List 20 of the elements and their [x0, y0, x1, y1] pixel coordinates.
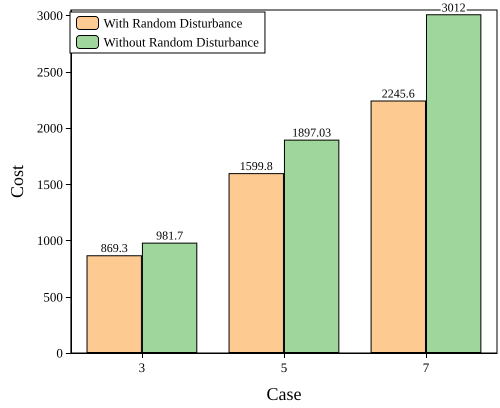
data-label: 981.7	[156, 228, 184, 243]
x-tick-label: 5	[280, 360, 288, 375]
y-tick-label: 500	[43, 289, 63, 304]
x-tick-label: 7	[422, 360, 430, 375]
y-tick-label: 3000	[36, 8, 63, 24]
legend-label: With Random Disturbance	[104, 16, 243, 30]
x-axis-title: Case	[266, 384, 302, 404]
data-label: 1599.8	[240, 159, 273, 174]
y-tick-label: 0	[56, 346, 63, 360]
data-label: 2245.6	[382, 86, 415, 100]
y-axis-title: Cost	[7, 164, 27, 198]
x-tick-label: 3	[138, 360, 146, 375]
y-tick-label: 1500	[36, 176, 63, 192]
legend-label: Without Random Disturbance	[104, 34, 260, 50]
data-label: 3012	[442, 0, 466, 14]
data-label: 1897.03	[292, 126, 332, 140]
y-tick-label: 2000	[36, 120, 63, 136]
y-tick-label: 1000	[36, 233, 63, 248]
data-label: 869.3	[100, 241, 128, 256]
y-tick-label: 2500	[36, 64, 63, 80]
